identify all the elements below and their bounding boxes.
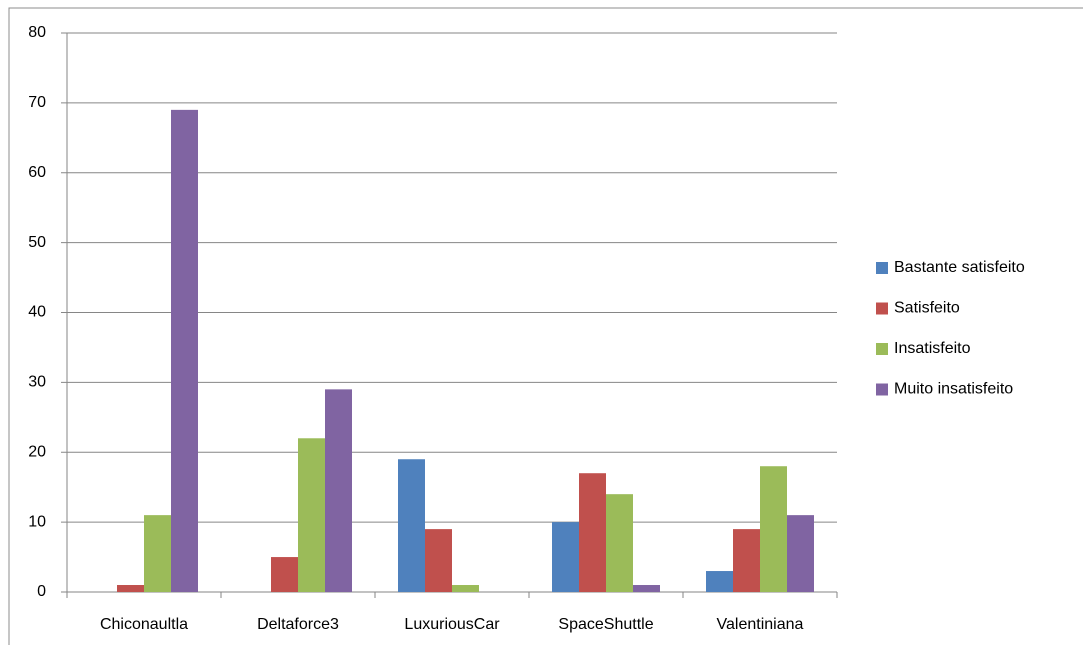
legend-swatch bbox=[876, 383, 888, 396]
x-tick-label: Deltaforce3 bbox=[257, 616, 339, 633]
y-tick-label: 40 bbox=[28, 304, 46, 321]
bar bbox=[579, 473, 606, 592]
bar bbox=[606, 494, 633, 592]
legend-label: Satisfeito bbox=[894, 300, 960, 317]
legend-label: Muito insatisfeito bbox=[894, 381, 1013, 398]
legend-label: Bastante satisfeito bbox=[894, 259, 1025, 276]
bar bbox=[271, 557, 298, 592]
y-tick-label: 70 bbox=[28, 94, 46, 111]
bar bbox=[733, 529, 760, 592]
x-tick-label: Chiconaultla bbox=[100, 616, 188, 633]
bar bbox=[298, 438, 325, 592]
y-tick-label: 0 bbox=[37, 583, 46, 600]
x-tick-label: Valentiniana bbox=[717, 616, 804, 633]
y-tick-label: 20 bbox=[28, 443, 46, 460]
bar bbox=[117, 585, 144, 592]
bar bbox=[787, 515, 814, 592]
legend-swatch bbox=[876, 262, 888, 274]
bar bbox=[706, 571, 733, 592]
bar bbox=[144, 515, 171, 592]
y-tick-label: 60 bbox=[28, 164, 46, 181]
y-tick-label: 50 bbox=[28, 234, 46, 251]
y-tick-label: 10 bbox=[28, 513, 46, 530]
x-tick-label: LuxuriousCar bbox=[404, 616, 500, 633]
legend-swatch bbox=[876, 302, 888, 315]
chart-frame bbox=[8, 7, 1083, 645]
bar bbox=[760, 466, 787, 592]
legend-label: Insatisfeito bbox=[894, 340, 971, 357]
bar bbox=[171, 109, 198, 593]
x-tick-label: SpaceShuttle bbox=[558, 616, 653, 633]
bar bbox=[398, 459, 425, 592]
legend-swatch bbox=[876, 343, 888, 355]
bar bbox=[325, 389, 352, 592]
bar bbox=[552, 522, 579, 592]
y-tick-label: 80 bbox=[28, 24, 46, 41]
bar bbox=[452, 585, 479, 592]
y-tick-label: 30 bbox=[28, 374, 46, 391]
bar bbox=[425, 529, 452, 592]
bar bbox=[633, 585, 660, 592]
